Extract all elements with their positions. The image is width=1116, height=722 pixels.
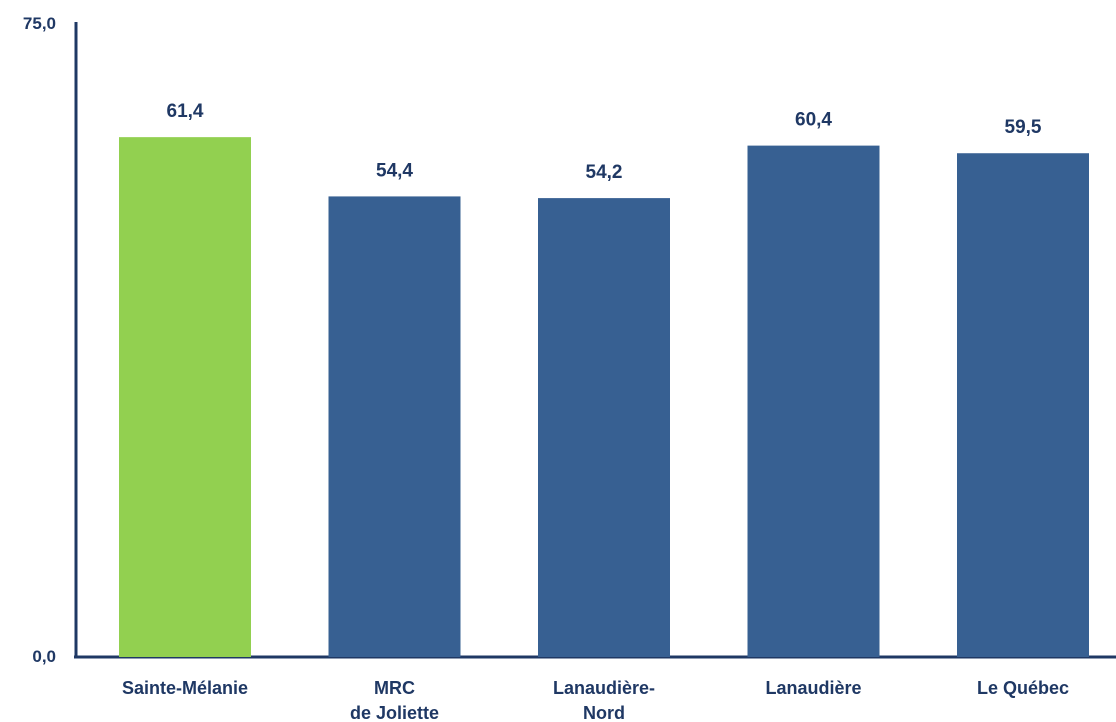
bar-2 [538, 198, 670, 657]
bar-series: 61,4 Sainte-Mélanie 54,4 MRC de Joliette 54,2… [119, 101, 1089, 722]
category-label-1-line-0: MRC [374, 678, 415, 698]
category-label-2-line-0: Lanaudière- [553, 678, 655, 698]
value-label-1: 54,4 [376, 160, 413, 181]
bar-0 [119, 137, 251, 657]
y-tick-label-max: 75,0 [23, 14, 56, 33]
category-label-0-line-0: Sainte-Mélanie [122, 678, 248, 698]
category-label-3-line-0: Lanaudière [765, 678, 861, 698]
category-label-1-line-1: de Joliette [350, 703, 439, 722]
value-label-0: 61,4 [167, 101, 204, 122]
category-label-4-line-0: Le Québec [977, 678, 1069, 698]
y-tick-label-min: 0,0 [32, 647, 56, 666]
value-label-4: 59,5 [1005, 117, 1042, 138]
category-label-2-line-1: Nord [583, 703, 625, 722]
value-label-2: 54,2 [586, 162, 623, 183]
bar-4 [957, 153, 1089, 657]
bar-1 [328, 196, 461, 657]
bar-3 [747, 145, 880, 657]
value-label-3: 60,4 [795, 110, 832, 131]
